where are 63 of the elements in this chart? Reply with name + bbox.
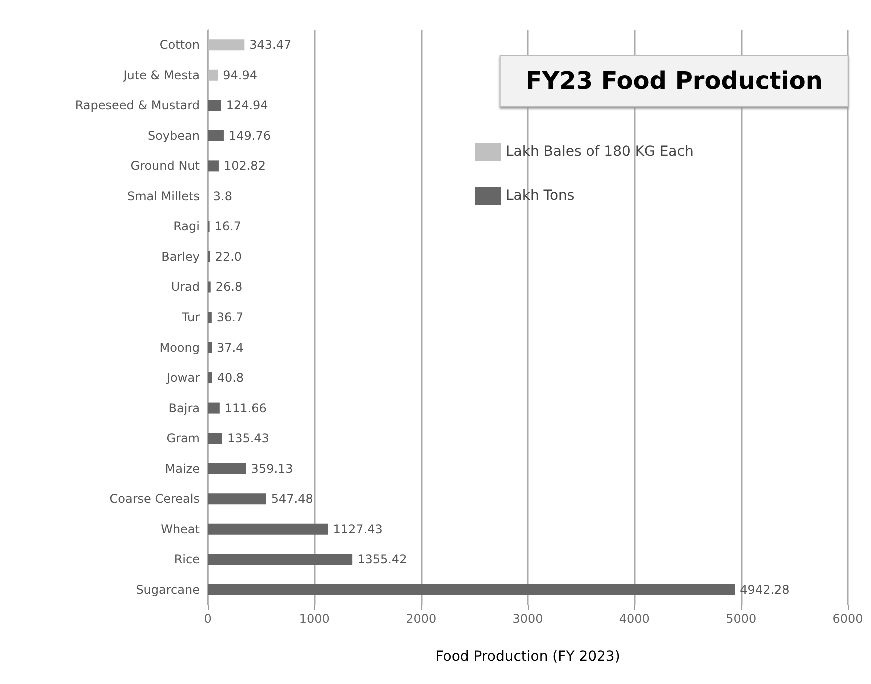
bar (208, 100, 222, 112)
y-tick-label: Rapeseed & Mustard (75, 98, 200, 113)
bar (208, 494, 266, 505)
bar (208, 312, 212, 323)
data-label: 3.8 (213, 189, 232, 204)
y-tick-label: Cotton (160, 38, 200, 52)
data-label: 359.13 (251, 462, 294, 476)
bar (208, 130, 224, 142)
x-tick-label: 0 (204, 612, 212, 626)
data-label: 149.76 (228, 128, 271, 143)
bar (208, 524, 328, 535)
data-label: 94.94 (223, 68, 258, 82)
y-tick-label: Gram (166, 432, 200, 446)
bar (208, 463, 246, 474)
x-tick-label: 2000 (406, 612, 437, 626)
y-tick-label: Jowar (166, 371, 200, 386)
y-tick-label: Smal Millets (127, 189, 200, 204)
x-tick-label: 1000 (299, 612, 330, 626)
y-tick-label: Ground Nut (130, 159, 200, 174)
bar (208, 433, 222, 444)
bar (208, 372, 212, 384)
y-tick-label: Soybean (148, 128, 200, 143)
y-tick-label: Urad (171, 280, 200, 294)
data-label: 37.4 (216, 340, 244, 355)
y-tick-label: Maize (165, 462, 200, 476)
data-label: 1355.42 (358, 552, 408, 567)
bar (208, 402, 220, 414)
bar (208, 584, 736, 596)
bar (208, 282, 211, 293)
y-tick-label: Bajra (168, 401, 200, 416)
data-label: 36.7 (216, 310, 244, 324)
data-label: 22.0 (215, 250, 242, 264)
y-tick-label: Sugarcane (136, 582, 200, 597)
data-label: 40.8 (217, 371, 244, 386)
y-tick-label: Tur (180, 310, 200, 324)
x-tick-label: 6000 (832, 612, 864, 626)
x-tick-label: 3000 (512, 612, 544, 626)
y-tick-label: Rice (174, 552, 200, 567)
data-label: 547.48 (271, 492, 314, 506)
data-label: 26.8 (216, 280, 243, 294)
text: FY23 Food Production (526, 67, 823, 95)
y-tick-label: Coarse Cereals (110, 492, 200, 506)
data-label: 1127.43 (333, 522, 383, 536)
data-label: 4942.28 (740, 582, 790, 597)
data-label: 135.43 (227, 432, 270, 446)
legend-label: Lakh Bales of 180 KG Each (506, 144, 694, 160)
y-tick-label: Ragi (174, 220, 200, 234)
data-label: 16.7 (214, 220, 242, 234)
data-label: 111.66 (224, 401, 267, 416)
y-tick-label: Jute & Mesta (122, 68, 200, 82)
x-tick-label: 5000 (726, 612, 757, 626)
legend-label: Lakh Tons (506, 188, 575, 204)
x-axis-title: Food Production (FY 2023) (436, 649, 620, 665)
data-label: 124.94 (226, 98, 268, 113)
data-label: 102.82 (224, 159, 266, 174)
y-tick-label: Moong (160, 340, 200, 355)
x-tick-label: 4000 (619, 612, 650, 626)
bar (208, 160, 219, 172)
data-label: 343.47 (250, 38, 292, 52)
y-tick-label: Barley (162, 250, 200, 264)
bar (208, 342, 212, 354)
y-tick-label: Wheat (161, 522, 200, 536)
bar (208, 554, 353, 566)
